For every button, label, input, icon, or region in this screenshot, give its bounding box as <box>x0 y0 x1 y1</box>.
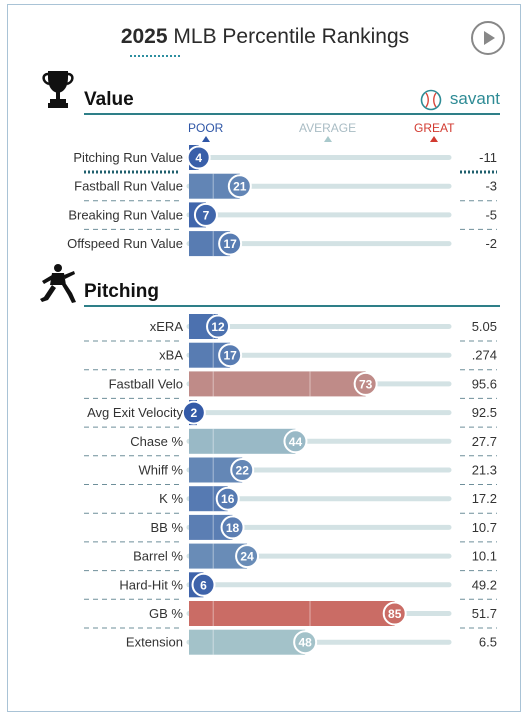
offspeed-run-value-stat-value: -2 <box>485 236 497 251</box>
fastball-velo-bar <box>189 371 366 397</box>
fastball-run-value-stat-value: -3 <box>485 179 497 194</box>
savant-logo-text[interactable]: savant <box>449 89 500 108</box>
avg-exit-velocity-metric-label: Avg Exit Velocity <box>87 405 183 420</box>
whiff-percentile-label: 22 <box>236 464 250 478</box>
gb-stat-value: 51.7 <box>472 606 497 621</box>
title-text: MLB Percentile Rankings <box>173 25 410 48</box>
trophy-icon <box>42 71 74 108</box>
offspeed-run-value-percentile-bubble <box>218 231 243 256</box>
xba-stat-value: .274 <box>472 348 497 363</box>
k-percentile-label: 16 <box>221 492 235 506</box>
hard-hit-percentile-label: 6 <box>200 578 207 592</box>
xera-stat-value: 5.05 <box>472 319 497 334</box>
barrel-percentile-label: 24 <box>240 550 254 564</box>
barrel-percentile-bubble <box>235 544 260 569</box>
fastball-run-value-percentile-label: 21 <box>233 180 247 194</box>
percentile-card: 2025 MLB Percentile Rankings Value savan… <box>7 4 521 712</box>
page-title: 2025 MLB Percentile Rankings <box>8 25 522 49</box>
pitching-section-title: Pitching <box>84 281 159 302</box>
value-section-rule <box>84 113 500 115</box>
fastball-run-value-percentile-bubble <box>227 174 252 199</box>
pitching-run-value-metric-label: Pitching Run Value <box>73 150 183 165</box>
whiff-percentile-bubble <box>230 458 255 482</box>
chase-percentile-label: 44 <box>289 435 303 449</box>
pitching-run-value-stat-value: -11 <box>479 150 497 165</box>
xera-percentile-bubble <box>206 314 231 339</box>
xba-percentile-label: 17 <box>223 349 237 363</box>
avg-exit-velocity-percentile-label: 2 <box>190 406 197 420</box>
chase-metric-label: Chase % <box>130 434 183 449</box>
average-marker-icon <box>323 136 332 142</box>
play-icon <box>484 31 495 45</box>
extension-stat-value: 6.5 <box>479 635 497 650</box>
breaking-run-value-percentile-bubble <box>193 202 218 227</box>
pitching-section-header: Pitching <box>32 263 500 307</box>
scale-average-label: AVERAGE <box>299 121 357 135</box>
extension-metric-label: Extension <box>126 635 183 650</box>
offspeed-run-value-metric-label: Offspeed Run Value <box>67 236 183 251</box>
value-section-header: Value savant <box>32 67 500 115</box>
great-marker-icon <box>430 136 439 142</box>
gb-metric-label: GB % <box>149 606 183 621</box>
extension-percentile-bubble <box>293 630 318 655</box>
breaking-run-value-stat-value: -5 <box>485 207 497 222</box>
scale-great: GREAT <box>414 121 454 142</box>
avg-exit-velocity-percentile-bubble <box>181 400 206 425</box>
fastball-velo-percentile-label: 73 <box>359 377 373 391</box>
chase-percentile-bubble <box>283 429 308 454</box>
fastball-velo-metric-label: Fastball Velo <box>109 376 183 391</box>
breaking-run-value-percentile-label: 7 <box>203 208 210 222</box>
scale-great-label: GREAT <box>414 121 455 135</box>
pitching-section-rule <box>84 305 500 307</box>
chase-stat-value: 27.7 <box>472 434 497 449</box>
scale-average: AVERAGE <box>299 121 356 142</box>
breaking-run-value-metric-label: Breaking Run Value <box>68 207 183 222</box>
barrel-stat-value: 10.1 <box>472 549 497 564</box>
title-year: 2025 <box>120 25 168 48</box>
poor-marker-icon <box>201 136 210 142</box>
pitcher-icon <box>40 264 76 303</box>
play-button[interactable] <box>471 21 505 55</box>
bb-stat-value: 10.7 <box>472 520 497 535</box>
fastball-run-value-metric-label: Fastball Run Value <box>74 179 183 194</box>
value-section-title: Value <box>84 89 134 110</box>
k-metric-label: K % <box>159 491 183 506</box>
percentile-chart: 4 Pitching Run Value -11 21 Fastball Run Val… <box>67 145 497 655</box>
hard-hit-stat-value: 49.2 <box>472 577 497 592</box>
extension-percentile-label: 48 <box>298 636 312 650</box>
gb-percentile-bubble <box>382 601 407 626</box>
chase-bar <box>189 428 296 454</box>
fastball-velo-stat-value: 95.6 <box>472 376 497 391</box>
bb-percentile-bubble <box>220 515 245 540</box>
scale-poor: POOR <box>188 121 223 142</box>
extension-bar <box>189 629 306 655</box>
barrel-metric-label: Barrel % <box>133 549 183 564</box>
gb-bar <box>189 601 395 626</box>
bb-percentile-label: 18 <box>226 521 240 535</box>
gb-percentile-label: 85 <box>388 607 402 621</box>
hard-hit-metric-label: Hard-Hit % <box>119 577 183 592</box>
xera-percentile-label: 12 <box>211 320 225 334</box>
bb-metric-label: BB % <box>150 520 183 535</box>
pitching-run-value-percentile-label: 4 <box>195 151 202 165</box>
hard-hit-percentile-bubble <box>191 572 216 597</box>
xera-metric-label: xERA <box>150 319 184 334</box>
offspeed-run-value-percentile-label: 17 <box>223 237 237 251</box>
whiff-metric-label: Whiff % <box>138 463 183 478</box>
whiff-stat-value: 21.3 <box>472 463 497 478</box>
k-stat-value: 17.2 <box>472 491 497 506</box>
title-underline <box>130 55 180 57</box>
pitching-run-value-percentile-bubble <box>186 145 211 170</box>
scale-poor-label: POOR <box>188 121 224 135</box>
k-percentile-bubble <box>215 486 240 511</box>
xba-metric-label: xBA <box>159 348 183 363</box>
baseball-icon <box>420 89 442 111</box>
fastball-velo-percentile-bubble <box>353 371 378 396</box>
avg-exit-velocity-stat-value: 92.5 <box>472 405 497 420</box>
xba-percentile-bubble <box>218 343 243 368</box>
